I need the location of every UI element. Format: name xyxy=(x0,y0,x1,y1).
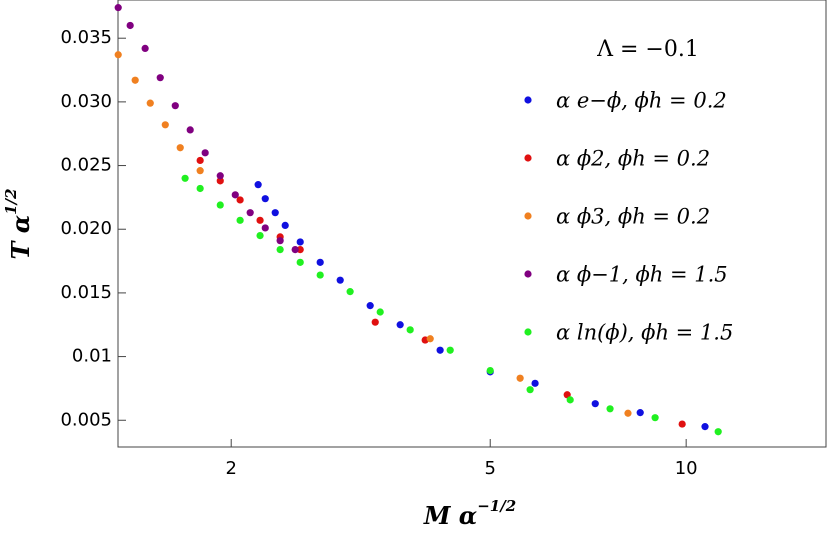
point xyxy=(624,409,632,417)
point xyxy=(256,231,264,240)
point xyxy=(141,44,149,52)
point xyxy=(256,216,264,224)
point xyxy=(636,409,644,417)
point xyxy=(216,172,224,180)
point xyxy=(406,326,414,334)
point xyxy=(236,196,244,204)
point xyxy=(486,366,494,375)
x-tick-label: 5 xyxy=(484,458,495,479)
x-tick-label: 10 xyxy=(675,458,698,479)
x-label-base: M α xyxy=(423,501,477,530)
point xyxy=(376,308,384,316)
point xyxy=(196,167,204,175)
y-tick-label: 0.015 xyxy=(60,282,112,303)
legend-label: α ln(ϕ), ϕh = 1.5 xyxy=(556,321,733,345)
point xyxy=(276,246,284,254)
point xyxy=(176,144,184,152)
point xyxy=(516,374,524,382)
legend-marker xyxy=(524,328,532,336)
y-label-exponent: 1/2 xyxy=(2,188,20,214)
point xyxy=(296,246,304,254)
point xyxy=(216,177,224,185)
y-label-base: T α xyxy=(6,215,35,260)
x-label-exponent: −1/2 xyxy=(477,497,516,515)
point xyxy=(714,428,722,436)
point xyxy=(651,414,659,422)
legend-title: Λ = −0.1 xyxy=(596,37,699,62)
point xyxy=(196,156,204,165)
point xyxy=(701,423,709,431)
y-tick-label: 0.025 xyxy=(60,155,112,176)
point xyxy=(186,126,194,134)
point xyxy=(526,386,534,394)
point xyxy=(126,21,134,30)
plot-frame xyxy=(117,0,827,448)
point xyxy=(276,237,284,245)
point xyxy=(336,276,344,284)
point xyxy=(156,74,164,82)
point xyxy=(271,209,279,217)
legend-marker xyxy=(524,154,532,162)
point xyxy=(246,209,254,217)
y-tick-label: 0.035 xyxy=(60,27,112,48)
point xyxy=(678,420,686,428)
point xyxy=(114,51,122,59)
y-tick-label: 0.030 xyxy=(60,91,112,112)
legend-label: α e−ϕ, ϕh = 0.2 xyxy=(556,89,727,113)
y-tick-label: 0.005 xyxy=(60,409,112,430)
point xyxy=(231,191,239,199)
point xyxy=(296,238,304,246)
x-axis-label: M α−1/2 xyxy=(423,497,516,530)
point xyxy=(296,258,304,266)
point xyxy=(531,379,539,387)
point xyxy=(366,302,374,310)
y-tick-label: 0.01 xyxy=(72,346,112,367)
point xyxy=(261,195,269,203)
point xyxy=(161,121,169,129)
point xyxy=(436,346,444,354)
point xyxy=(396,321,404,329)
point xyxy=(606,405,614,413)
y-axis-label: T α1/2 xyxy=(2,188,35,259)
point xyxy=(171,102,179,110)
point xyxy=(346,288,354,296)
legend-label: α ϕ−1, ϕh = 1.5 xyxy=(556,263,728,287)
legend-marker xyxy=(524,96,532,104)
point xyxy=(236,216,244,224)
point xyxy=(261,224,269,232)
point xyxy=(446,346,454,354)
x-tick-label: 2 xyxy=(225,458,236,479)
point xyxy=(316,271,324,279)
point xyxy=(254,181,262,189)
point xyxy=(316,258,324,266)
legend-label: α ϕ3, ϕh = 0.2 xyxy=(556,205,710,229)
point xyxy=(281,221,289,230)
point xyxy=(201,149,209,157)
point xyxy=(426,335,434,343)
point xyxy=(216,201,224,209)
point xyxy=(146,99,154,107)
point xyxy=(566,396,574,404)
legend-marker xyxy=(524,270,532,278)
legend-marker xyxy=(524,212,532,220)
point xyxy=(291,246,299,254)
point xyxy=(181,174,189,182)
y-tick-label: 0.020 xyxy=(60,218,112,239)
point xyxy=(591,400,599,408)
legend-label: α ϕ2, ϕh = 0.2 xyxy=(556,147,710,171)
point xyxy=(196,184,204,193)
point xyxy=(114,4,122,12)
point xyxy=(371,318,379,326)
point xyxy=(131,76,139,84)
